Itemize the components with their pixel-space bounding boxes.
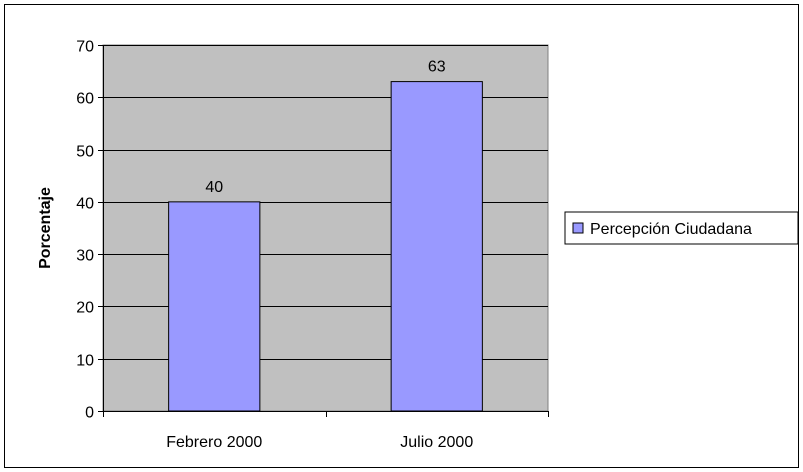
legend: Percepción Ciudadana bbox=[564, 211, 799, 245]
x-ticks: Febrero 2000 Julio 2000 bbox=[103, 411, 549, 451]
legend-label: Percepción Ciudadana bbox=[590, 221, 752, 238]
y-tick-label: 40 bbox=[76, 196, 94, 213]
legend-swatch bbox=[572, 222, 584, 234]
y-tick-label: 10 bbox=[76, 353, 94, 370]
bars bbox=[168, 81, 483, 412]
y-tick-label: 20 bbox=[76, 300, 94, 317]
axes bbox=[103, 45, 548, 412]
y-tick-label: 50 bbox=[76, 144, 94, 161]
bar-2 bbox=[390, 81, 483, 412]
y-axis-title: Porcentaje bbox=[37, 187, 54, 269]
data-labels: 40 63 bbox=[205, 59, 445, 196]
y-ticks: 0 10 20 30 40 50 60 70 bbox=[76, 39, 103, 422]
x-tick-label: Julio 2000 bbox=[400, 434, 473, 451]
data-label-1: 40 bbox=[205, 179, 223, 196]
y-tick-label: 70 bbox=[76, 39, 94, 56]
data-label-2: 63 bbox=[428, 59, 446, 76]
x-tick-label: Febrero 2000 bbox=[166, 434, 262, 451]
bar-1 bbox=[168, 201, 261, 412]
y-tick-label: 30 bbox=[76, 248, 94, 265]
y-tick-label: 60 bbox=[76, 91, 94, 108]
y-tick-label: 0 bbox=[85, 405, 94, 422]
legend-box bbox=[564, 211, 799, 245]
